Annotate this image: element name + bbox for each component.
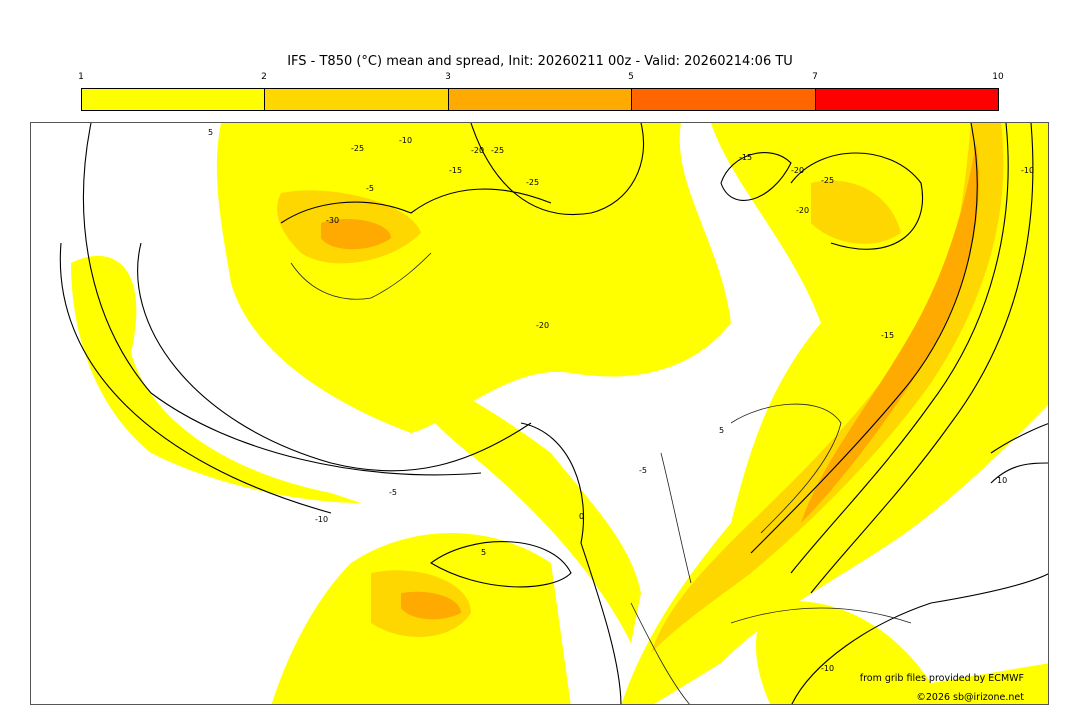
contour-label: -15 bbox=[881, 331, 894, 340]
map-canvas: 5 -5 -10 -15 -20 -25 -25 -20 -15 -15 -10… bbox=[59, 123, 1048, 704]
contour-label: -15 bbox=[739, 153, 752, 162]
contour-label: -5 bbox=[389, 488, 397, 497]
contour-label: 5 bbox=[719, 426, 724, 435]
colorbar bbox=[81, 88, 999, 111]
contour-label: -25 bbox=[526, 178, 539, 187]
colorbar-tick: 2 bbox=[261, 72, 267, 82]
contour-label: -20 bbox=[471, 146, 484, 155]
contour-label: -10 bbox=[315, 515, 328, 524]
colorbar-segment bbox=[632, 89, 816, 110]
chart-title: IFS - T850 (°C) mean and spread, Init: 2… bbox=[287, 54, 793, 69]
colorbar-tick: 1 bbox=[78, 72, 84, 82]
contour-label: -5 bbox=[366, 184, 374, 193]
contour-label: -15 bbox=[449, 166, 462, 175]
isotherms bbox=[59, 123, 1048, 704]
forecast-map: 5 -5 -10 -15 -20 -25 -25 -20 -15 -15 -10… bbox=[30, 122, 1049, 705]
contour-label: -20 bbox=[536, 321, 549, 330]
copyright: ©2026 sb@irizone.net bbox=[916, 692, 1024, 703]
colorbar-tick: 10 bbox=[992, 72, 1004, 82]
contour-label: 10 bbox=[997, 476, 1007, 485]
colorbar-tick: 5 bbox=[628, 72, 634, 82]
colorbar-segment bbox=[815, 89, 999, 110]
contour-label: -20 bbox=[796, 206, 809, 215]
contour-label: -5 bbox=[639, 466, 647, 475]
coastlines bbox=[290, 252, 912, 704]
contour-label: 0 bbox=[579, 512, 584, 521]
contour-label: -10 bbox=[1021, 166, 1034, 175]
contour-label: -25 bbox=[491, 146, 504, 155]
contour-label: -20 bbox=[791, 166, 804, 175]
contour-label: -30 bbox=[326, 216, 339, 225]
contour-label: -10 bbox=[399, 136, 412, 145]
colorbar-segment bbox=[448, 89, 633, 110]
colorbar-tick: 7 bbox=[812, 72, 818, 82]
colorbar-tick: 3 bbox=[445, 72, 451, 82]
contour-label: -25 bbox=[351, 144, 364, 153]
spread-shading bbox=[71, 123, 1048, 704]
colorbar-segment bbox=[265, 89, 449, 110]
contour-label: -25 bbox=[821, 176, 834, 185]
contour-label: -10 bbox=[821, 664, 834, 673]
contour-label: 5 bbox=[481, 548, 486, 557]
colorbar-segment bbox=[82, 89, 266, 110]
contour-label: 5 bbox=[208, 128, 213, 137]
source-credit: from grib files provided by ECMWF bbox=[859, 673, 1024, 684]
contour-labels: 5 -5 -10 -15 -20 -25 -25 -20 -15 -15 -10… bbox=[208, 128, 1034, 673]
